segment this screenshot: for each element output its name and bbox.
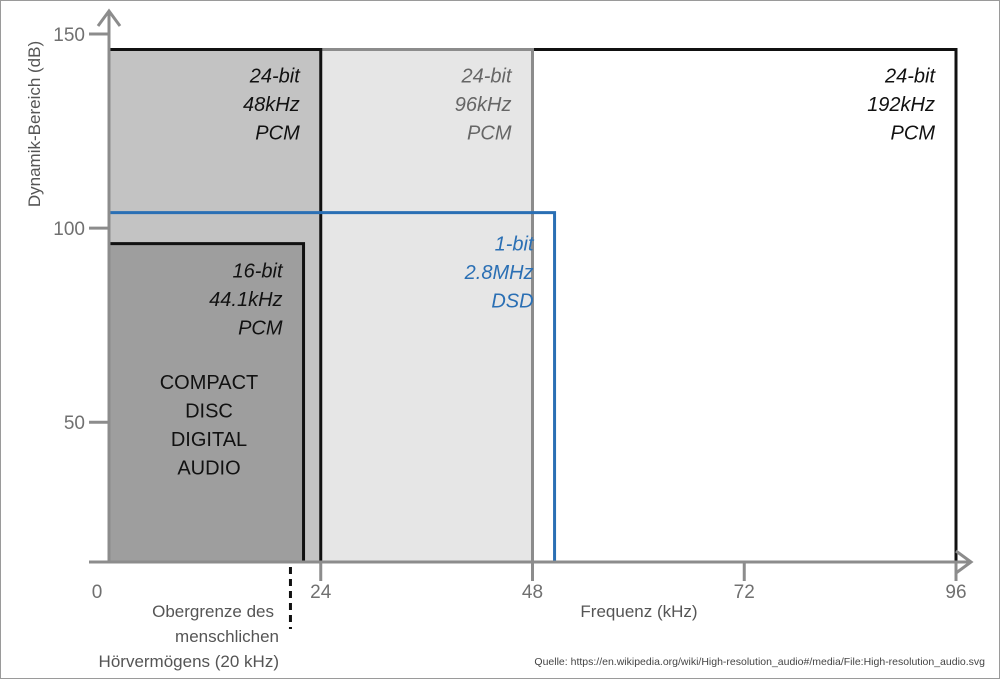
cd-annotation-line-1: DISC [185, 401, 233, 423]
cd-annotation-line-3: AUDIO [177, 458, 240, 480]
x-tick-label: 96 [945, 582, 966, 603]
series-label-16-bit-44-1khz-pcm-1: 44.1kHz [209, 289, 282, 311]
region-16-bit-44-1khz-pcm [109, 243, 304, 562]
x-axis-title: Frequenz (kHz) [580, 602, 697, 621]
x-tick-label: 24 [310, 582, 332, 603]
series-label-24-bit-48khz-pcm-1: 48kHz [243, 94, 300, 116]
series-label-24-bit-48khz-pcm-0: 24-bit [249, 66, 301, 88]
series-label-24-bit-96khz-pcm-2: PCM [467, 123, 512, 145]
x-tick-label: 72 [734, 582, 755, 603]
y-tick-label: 50 [64, 413, 85, 434]
x-tick-label: 0 [92, 582, 103, 603]
series-label-24-bit-192khz-pcm-2: PCM [891, 123, 936, 145]
hearing-limit-label-1: menschlichen [175, 627, 279, 646]
series-label-16-bit-44-1khz-pcm-2: PCM [238, 318, 283, 340]
series-label-24-bit-48khz-pcm-2: PCM [255, 123, 300, 145]
y-axis-title: Dynamik-Bereich (dB) [25, 41, 44, 207]
hearing-limit-label-0: Obergrenze des [152, 602, 274, 621]
region-outline-16-bit-44-1khz-pcm [109, 242, 306, 562]
region-outline-1-bit-2-8mhz-dsd [109, 211, 557, 562]
hearing-limit-label-2: Hörvermögens (20 kHz) [99, 652, 279, 671]
series-label-24-bit-96khz-pcm-0: 24-bit [460, 66, 512, 88]
region-outline-24-bit-48khz-pcm [109, 48, 323, 562]
cd-annotation-line-2: DIGITAL [171, 429, 247, 451]
series-label-24-bit-192khz-pcm-0: 24-bit [884, 66, 936, 88]
cd-annotation-line-0: COMPACT [160, 372, 259, 394]
source-credit: Quelle: https://en.wikipedia.org/wiki/Hi… [534, 656, 985, 668]
series-label-1-bit-2-8mhz-dsd-1: 2.8MHz [464, 262, 534, 284]
series-label-24-bit-96khz-pcm-1: 96kHz [455, 94, 512, 116]
y-tick-label: 100 [53, 219, 85, 240]
x-axis-arrow-icon [955, 549, 974, 575]
y-tick-label: 150 [53, 25, 85, 46]
series-label-24-bit-192khz-pcm-1: 192kHz [867, 94, 935, 116]
x-tick-label: 48 [522, 582, 543, 603]
series-label-1-bit-2-8mhz-dsd-0: 1-bit [495, 234, 535, 256]
y-axis-arrow-icon [96, 8, 122, 27]
series-label-1-bit-2-8mhz-dsd-2: DSD [491, 291, 533, 313]
series-label-16-bit-44-1khz-pcm-0: 16-bit [233, 261, 284, 283]
